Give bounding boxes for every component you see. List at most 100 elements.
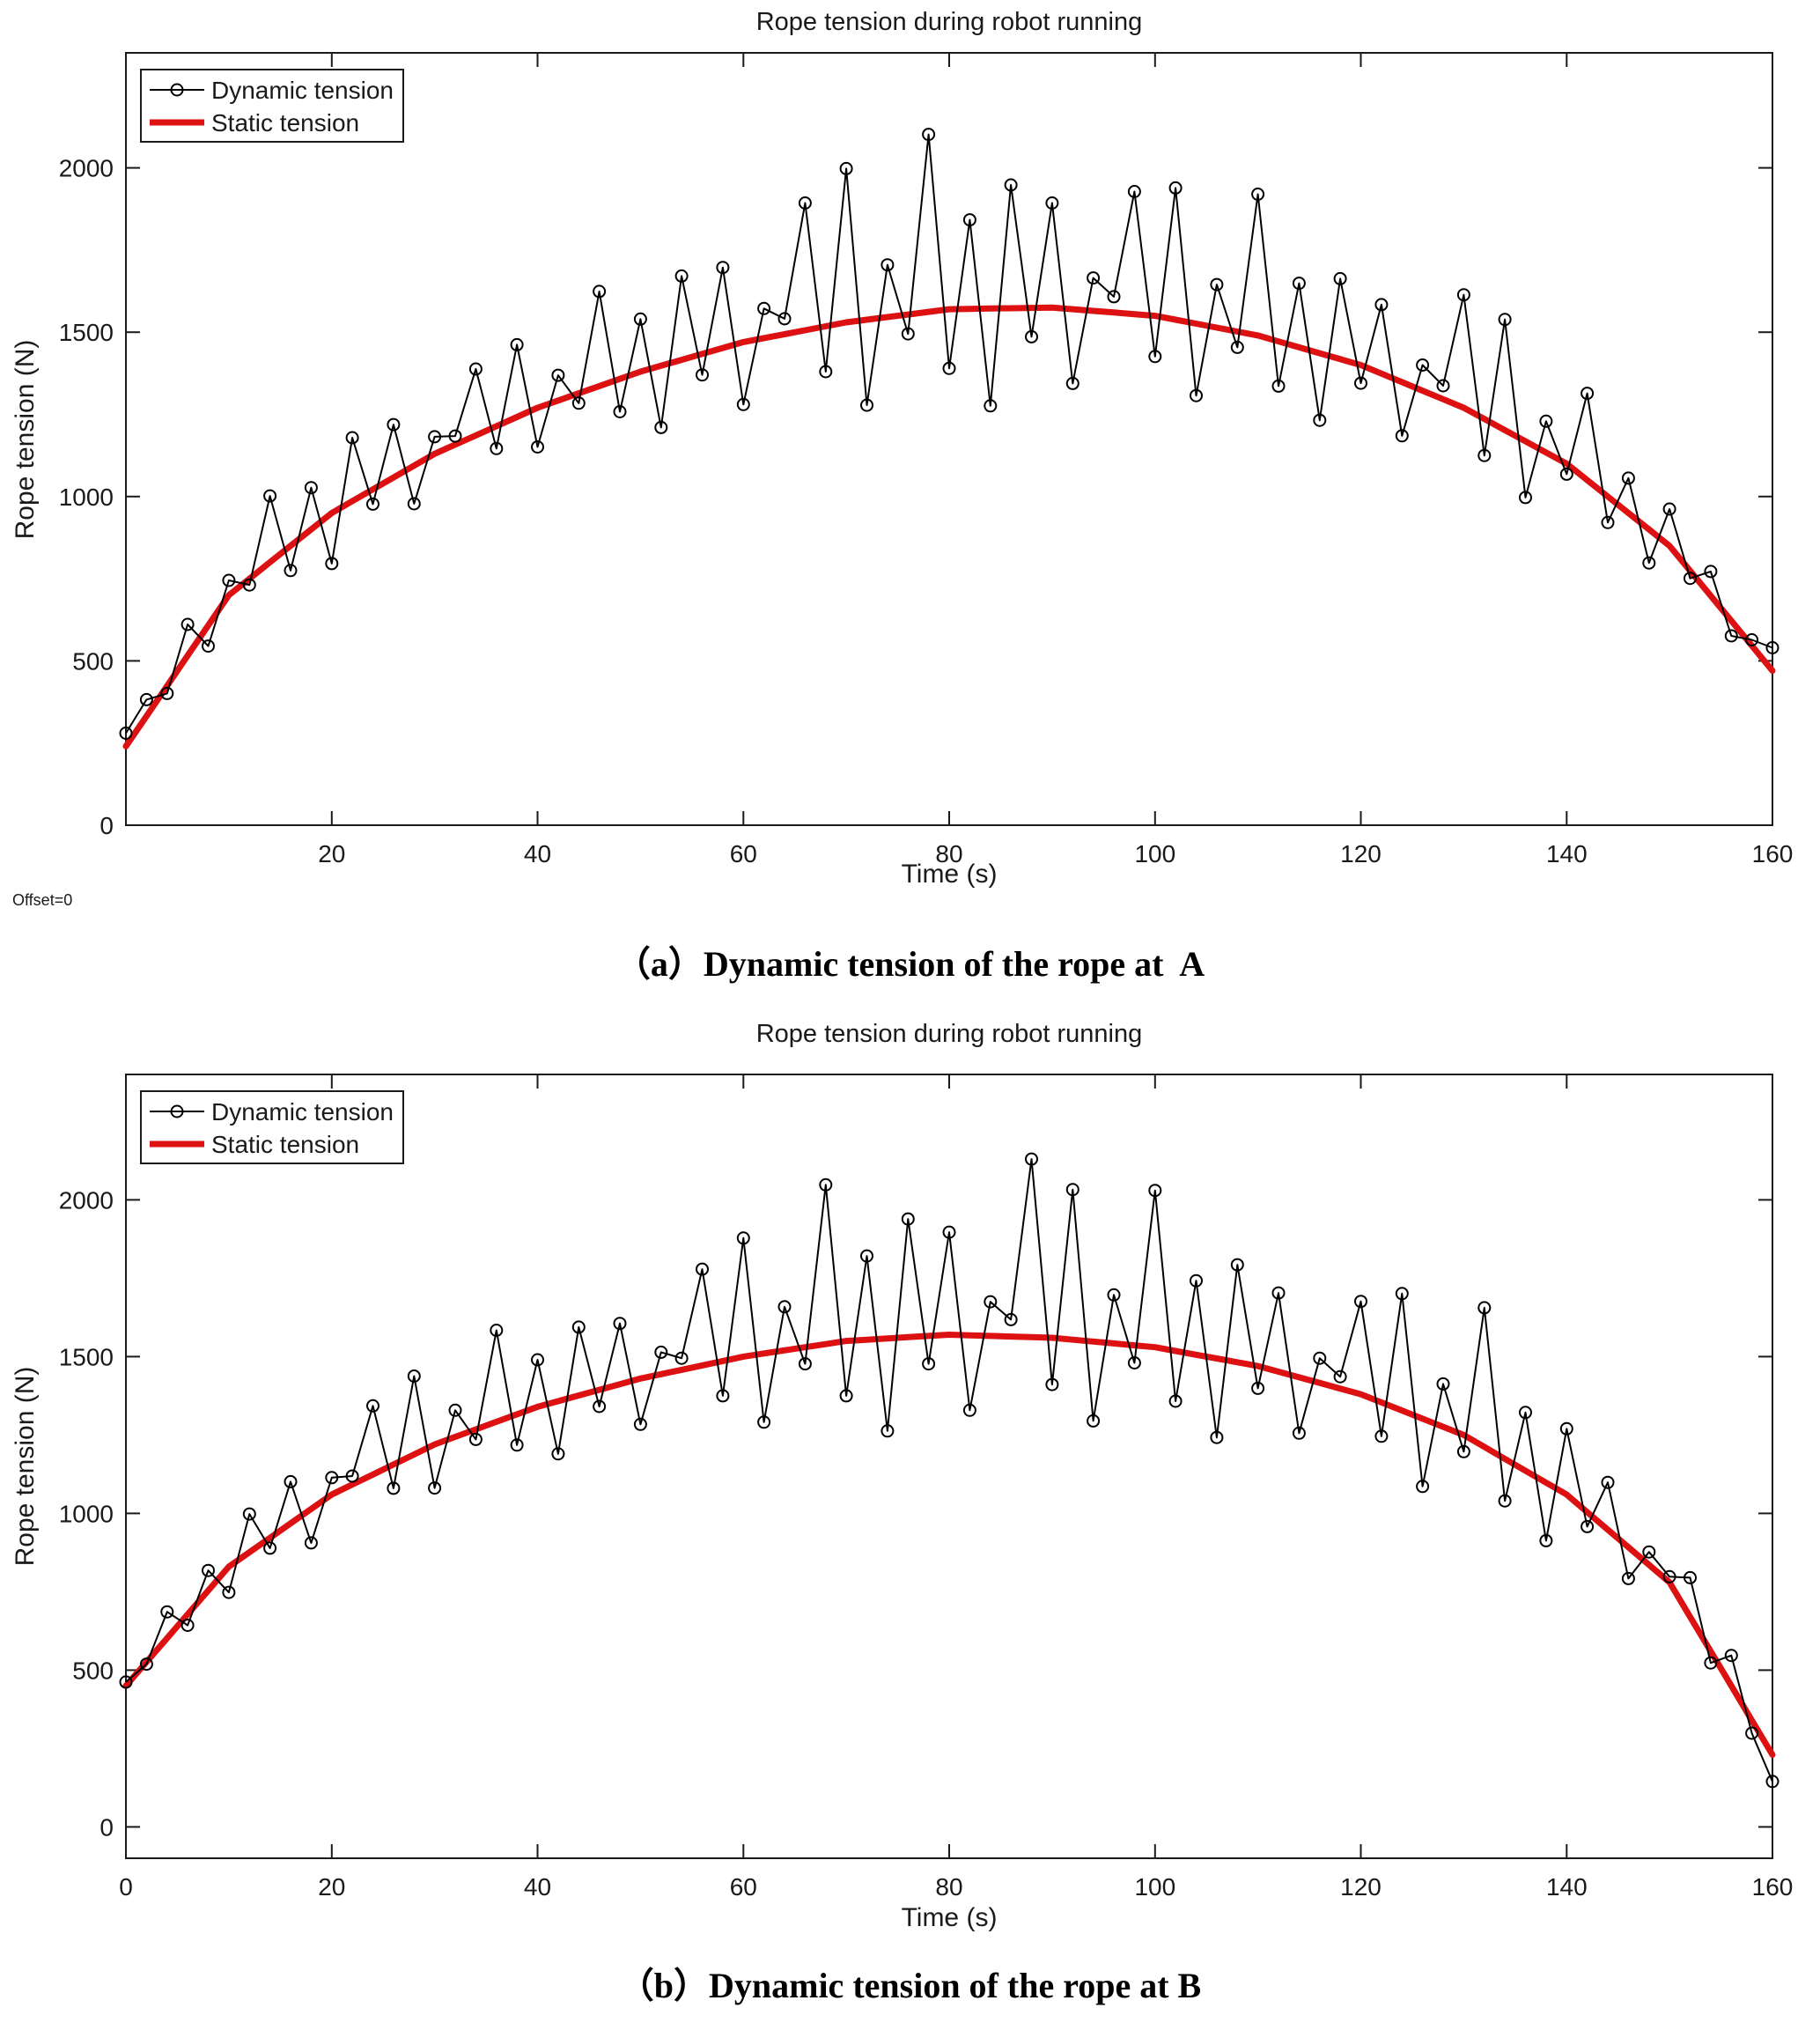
dynamic-tension-marker [819, 1177, 833, 1192]
dynamic-tension-marker [860, 1249, 873, 1263]
dynamic-tension-marker [242, 578, 256, 592]
dynamic-tension-marker [1087, 1414, 1101, 1428]
dynamic-tension-marker [1539, 1533, 1553, 1547]
legend-dynamic-label: Dynamic tension [211, 77, 394, 104]
chart-a-title: Rope tension during robot running [756, 8, 1143, 36]
dynamic-tension-marker [696, 1262, 709, 1276]
dynamic-tension-marker [1333, 271, 1347, 285]
dynamic-tension-marker [1745, 633, 1759, 646]
chart-a-svg: Rope tension during robot running Rope t… [11, 8, 1793, 909]
dynamic-tension-marker [1559, 1421, 1573, 1436]
dynamic-tension-marker [1210, 277, 1224, 292]
chart-b-title: Rope tension during robot running [756, 1020, 1143, 1048]
dynamic-tension-marker [1765, 641, 1779, 654]
dynamic-tension-marker [1581, 387, 1595, 401]
x-tick-label: 60 [730, 840, 757, 867]
dynamic-tension-marker [1168, 1394, 1183, 1408]
dynamic-tension-marker [1190, 1273, 1203, 1288]
dynamic-tension-marker [1127, 1356, 1141, 1369]
dynamic-tension-marker [407, 1369, 421, 1383]
dynamic-tension-marker [263, 489, 277, 503]
dynamic-tension-marker [1436, 1377, 1450, 1391]
dynamic-tension-marker [1230, 1258, 1244, 1272]
dynamic-tension-marker [798, 1357, 812, 1371]
dynamic-tension-marker [242, 1507, 256, 1521]
dynamic-tension-marker [736, 397, 750, 411]
dynamic-tension-marker [571, 1320, 586, 1334]
dynamic-tension-marker [1271, 1286, 1286, 1300]
dynamic-tension-marker [490, 1324, 504, 1337]
dynamic-tension-marker [1519, 491, 1532, 505]
dynamic-tension-marker [531, 440, 544, 454]
dynamic-tension-marker [881, 1424, 895, 1438]
dynamic-tension-marker [531, 1353, 544, 1367]
dynamic-tension-marker [1539, 414, 1553, 428]
chart-a: Rope tension during robot running Rope t… [0, 0, 1820, 925]
dynamic-tension-marker [1292, 1426, 1306, 1440]
dynamic-tension-marker [1271, 379, 1286, 393]
dynamic-tension-marker [839, 1389, 853, 1403]
dynamic-tension-marker [571, 396, 586, 410]
dynamic-tension-marker [1601, 515, 1615, 529]
dynamic-tension-marker [633, 312, 647, 326]
y-tick-label: 1000 [59, 484, 114, 511]
dynamic-tension-marker [1251, 188, 1265, 201]
dynamic-tension-marker [1230, 340, 1244, 354]
dynamic-tension-marker [1498, 1494, 1512, 1508]
dynamic-tension-marker [1704, 565, 1718, 579]
y-tick-label: 0 [99, 812, 114, 839]
dynamic-tension-marker [448, 1403, 462, 1417]
dynamic-tension-marker [654, 420, 668, 434]
dynamic-tension-marker [922, 128, 936, 142]
y-tick-label: 500 [72, 1657, 114, 1684]
dynamic-tension-marker [1416, 358, 1430, 372]
dynamic-tension-line [125, 1158, 1773, 1783]
dynamic-tension-marker [633, 1417, 647, 1431]
plot-box [125, 1074, 1773, 1859]
dynamic-tension-marker [1477, 1301, 1492, 1315]
dynamic-tension-marker [448, 429, 462, 443]
dynamic-tension-marker [1684, 1570, 1697, 1584]
chart-b-x-axis-label: Time (s) [902, 1903, 998, 1932]
dynamic-tension-marker [468, 1432, 483, 1446]
dynamic-tension-marker [1354, 376, 1367, 390]
dynamic-tension-marker [757, 1415, 771, 1429]
y-tick-label: 500 [72, 647, 114, 675]
dynamic-tension-marker [119, 1675, 133, 1689]
legend-dynamic-marker-icon [170, 1104, 184, 1118]
dynamic-tension-marker [1148, 350, 1162, 364]
dynamic-tension-marker [1107, 1288, 1121, 1302]
x-tick-label: 20 [318, 1873, 345, 1901]
caption-a: （a）Dynamic tension of the rope at A [615, 944, 1205, 984]
dynamic-tension-marker [284, 1474, 298, 1488]
dynamic-tension-marker [901, 327, 915, 341]
dynamic-tension-marker [345, 1469, 359, 1483]
dynamic-tension-marker [366, 1399, 379, 1413]
dynamic-tension-marker [613, 405, 627, 418]
x-tick-label: 100 [1134, 1873, 1175, 1901]
static-tension-line [122, 304, 1776, 749]
dynamic-tension-marker [202, 639, 215, 653]
chart-a-legend: Dynamic tension Static tension [140, 69, 404, 143]
dynamic-tension-marker [1765, 1775, 1779, 1789]
dynamic-tension-marker [984, 1295, 998, 1309]
legend-static-label: Static tension [211, 109, 359, 137]
dynamic-tension-marker [1745, 1726, 1759, 1740]
dynamic-tension-marker [304, 481, 318, 495]
chart-a-x-axis-label: Time (s) [902, 860, 998, 889]
dynamic-tension-marker [1065, 376, 1079, 390]
dynamic-tension-marker [674, 269, 689, 283]
dynamic-tension-marker [1662, 502, 1676, 516]
dynamic-tension-marker [962, 1403, 976, 1417]
dynamic-tension-marker [1045, 196, 1059, 210]
dynamic-tension-marker [777, 312, 792, 326]
dynamic-tension-marker [139, 1657, 153, 1672]
x-tick-label: 140 [1546, 840, 1588, 867]
chart-a-y-axis-label: Rope tension (N) [11, 340, 40, 540]
dynamic-tension-marker [1477, 448, 1492, 462]
dynamic-tension-marker [345, 431, 359, 445]
dynamic-tension-marker [1436, 379, 1450, 393]
dynamic-tension-marker [1456, 288, 1470, 302]
dynamic-tension-marker [1642, 1545, 1656, 1559]
dynamic-tension-marker [1148, 1184, 1162, 1198]
